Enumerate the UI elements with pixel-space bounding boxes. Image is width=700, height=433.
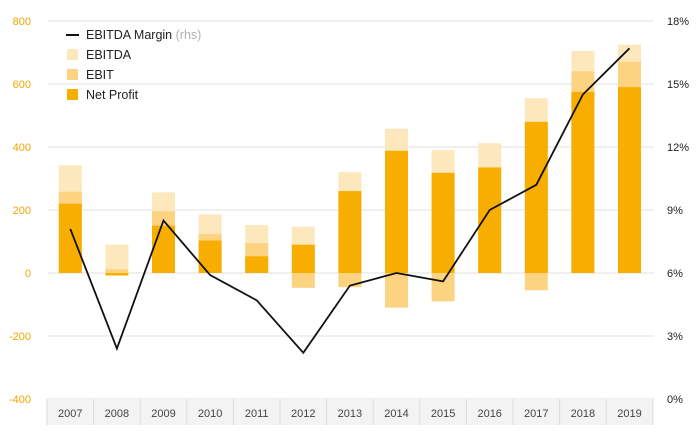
x-axis-tick-label: 2017 — [524, 408, 548, 420]
y2-axis-tick-label: 18% — [667, 16, 689, 28]
x-axis-tick-label: 2018 — [571, 408, 595, 420]
x-axis-tick-label: 2019 — [617, 408, 641, 420]
x-axis-tick-label: 2012 — [291, 408, 315, 420]
ebit-bar — [105, 269, 129, 273]
ebit-bar — [385, 273, 408, 308]
y2-axis-tick-label: 6% — [667, 268, 683, 280]
net-profit-bar — [105, 273, 129, 276]
legend-swatch — [67, 69, 78, 80]
net-profit-bar — [385, 150, 408, 273]
y-axis-tick-label: 0 — [25, 268, 31, 280]
legend-label: Net Profit — [86, 88, 139, 102]
bars — [58, 44, 641, 308]
net-profit-bar — [571, 91, 595, 273]
net-profit-bar — [431, 172, 455, 273]
x-axis-tick-label: 2015 — [431, 408, 455, 420]
axes: 800 600 400 200 0 -200 -400 18% 15% 12% 9% 6% 3% 0% 20… — [9, 16, 689, 425]
y2-axis-tick-label: 12% — [667, 142, 689, 154]
x-axis-tick-label: 2008 — [105, 408, 129, 420]
ebit-bar — [431, 273, 455, 302]
y-axis-tick-label: -400 — [9, 394, 31, 406]
ebitda-margin-line — [69, 47, 631, 355]
x-axis-tick-label: 2007 — [58, 408, 82, 420]
x-axis-tick-label: 2016 — [477, 408, 501, 420]
net-profit-bar — [291, 244, 315, 273]
y2-axis-tick-label: 3% — [667, 331, 683, 343]
legend-label: EBIT — [86, 68, 114, 82]
y2-axis-tick-label: 0% — [667, 394, 683, 406]
y-axis-tick-label: 200 — [13, 205, 31, 217]
ebitda-margin-polyline — [69, 47, 631, 355]
net-profit-bar — [58, 203, 82, 273]
y-axis-tick-label: 400 — [13, 142, 31, 154]
legend-swatch — [67, 89, 78, 100]
y-axis-tick-label: -200 — [9, 331, 31, 343]
x-axis-tick-label: 2010 — [198, 408, 222, 420]
y2-axis-tick-label: 15% — [667, 79, 689, 91]
ebit-bar — [291, 273, 315, 288]
net-profit-bar — [478, 167, 502, 273]
ebitda-bar — [105, 244, 129, 273]
net-profit-bar — [245, 256, 269, 273]
net-profit-bar — [524, 121, 548, 273]
legend-label: EBITDA — [86, 48, 132, 62]
y-axis-tick-label: 800 — [13, 16, 31, 28]
x-axis-tick-label: 2011 — [245, 408, 269, 420]
x-axis-band — [47, 399, 653, 425]
legend-label: EBITDA Margin (rhs) — [86, 28, 201, 42]
ebit-bar — [524, 273, 548, 291]
y2-axis-tick-label: 9% — [667, 205, 683, 217]
net-profit-bar — [152, 225, 175, 273]
x-axis-tick-label: 2014 — [384, 408, 408, 420]
net-profit-bar — [198, 240, 222, 273]
legend-note: (rhs) — [172, 28, 201, 42]
net-profit-bar — [618, 87, 641, 274]
x-axis-tick-label: 2009 — [151, 408, 175, 420]
y-axis-tick-label: 600 — [13, 79, 31, 91]
net-profit-bar — [338, 191, 362, 273]
legend-swatch — [67, 49, 78, 60]
x-axis-tick-label: 2013 — [338, 408, 362, 420]
legend: EBITDA Margin (rhs) EBITDA EBIT Net Profit — [66, 28, 201, 102]
